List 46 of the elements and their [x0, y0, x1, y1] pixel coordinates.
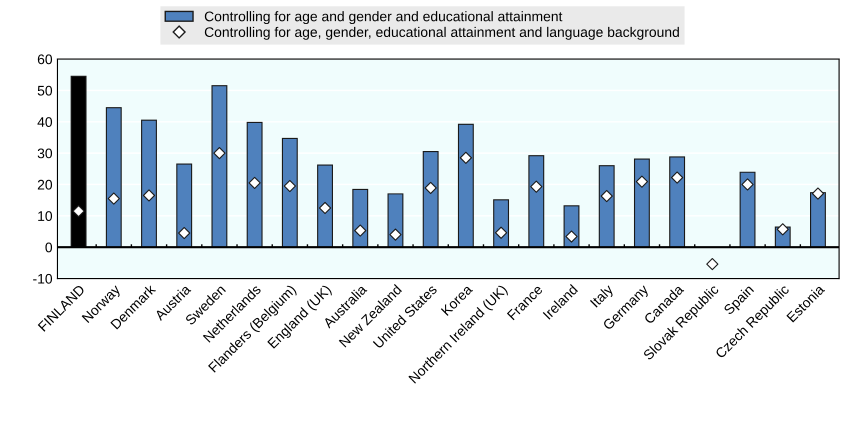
bar — [528, 155, 544, 248]
bar — [458, 124, 474, 248]
y-tick-label: 20 — [38, 180, 52, 190]
bar — [282, 138, 298, 248]
y-tick-label: 0 — [45, 242, 52, 252]
point — [248, 176, 261, 190]
point — [565, 230, 578, 243]
point — [108, 192, 120, 205]
point — [178, 226, 190, 240]
point — [284, 180, 296, 192]
point — [142, 189, 156, 202]
point — [671, 171, 684, 184]
bar — [106, 107, 122, 248]
bar — [634, 158, 650, 248]
point — [600, 190, 613, 202]
point — [389, 228, 402, 241]
y-tick-label: 10 — [38, 211, 52, 221]
point — [741, 178, 754, 191]
point — [706, 258, 718, 270]
bar — [422, 151, 439, 248]
bar — [141, 120, 157, 248]
bar — [176, 164, 192, 248]
point — [530, 180, 542, 193]
bar — [211, 85, 228, 248]
point — [494, 226, 508, 239]
bar — [669, 156, 686, 248]
point — [424, 182, 437, 194]
y-tick-label: 40 — [37, 117, 52, 127]
point — [72, 205, 85, 218]
legend-label: Controlling for age and gender and educational attainment — [204, 11, 562, 24]
point — [812, 187, 824, 200]
point — [636, 176, 648, 188]
point — [776, 223, 789, 236]
point — [318, 202, 332, 214]
y-tick-label: 50 — [38, 86, 52, 96]
y-tick-label: 60 — [38, 54, 52, 64]
point — [354, 224, 366, 237]
y-tick-label: 30 — [38, 148, 52, 158]
legend-label: Controlling for age, gender, educational attainment and language background — [204, 26, 679, 40]
bar — [740, 172, 756, 248]
point — [460, 152, 472, 164]
y-tick-label: -10 — [33, 274, 52, 284]
bar — [246, 122, 263, 248]
bar — [598, 165, 615, 248]
bar — [317, 164, 333, 248]
point — [213, 147, 226, 160]
